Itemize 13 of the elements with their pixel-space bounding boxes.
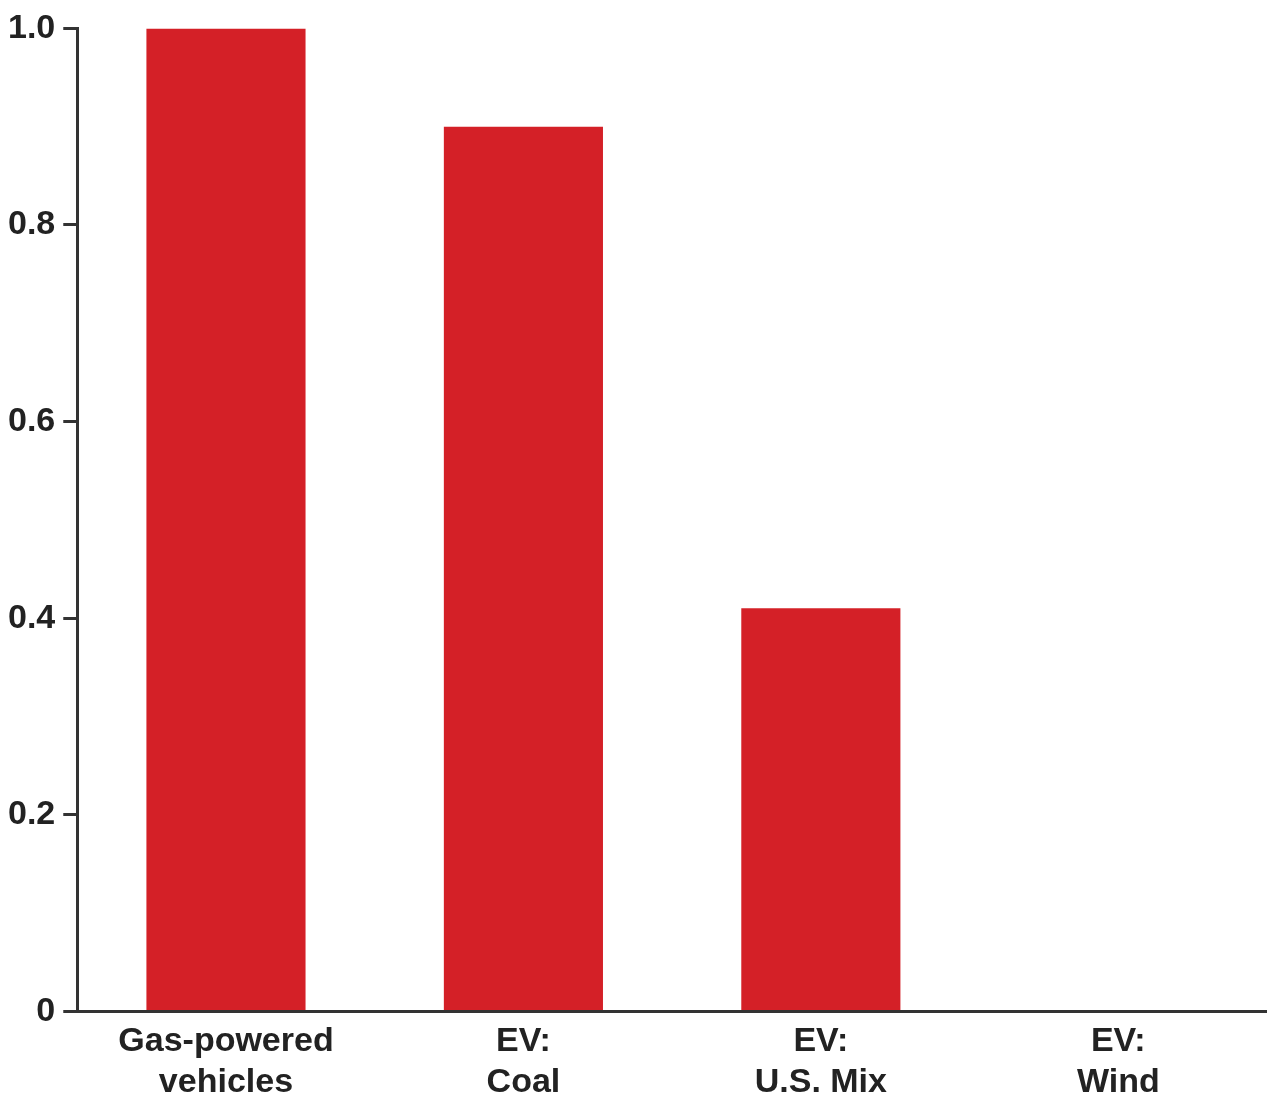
bar (146, 28, 306, 1010)
y-tick-label: 1.0 (8, 6, 56, 45)
y-tick-label: 0.2 (8, 793, 56, 832)
x-tick-label: EV: Coal (486, 1020, 561, 1099)
x-tick-label: EV: Wind (1076, 1020, 1160, 1099)
bar (443, 126, 603, 1010)
y-tick-label: 0.8 (8, 203, 56, 242)
y-tick-label: 0 (36, 989, 56, 1028)
y-tick-label: 0.6 (8, 399, 56, 438)
y-tick-label: 0.4 (8, 596, 56, 635)
x-tick-label: Gas-powered vehicles (118, 1020, 334, 1099)
x-tick-label: EV: U.S. Mix (754, 1020, 888, 1099)
bar (741, 608, 901, 1010)
